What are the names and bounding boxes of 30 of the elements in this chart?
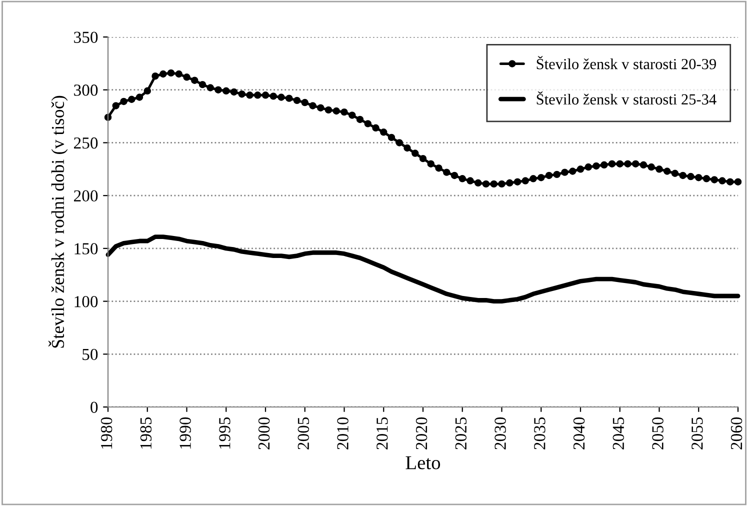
y-tick-label: 300 [74,84,98,96]
x-tick-label: 2020 [416,417,428,450]
line-series [106,234,740,304]
y-tick-label: 100 [74,296,98,308]
x-tick-label: 2025 [455,417,467,450]
x-tick-label: 2060 [730,417,742,450]
x-tick-label: 1985 [140,417,152,449]
legend-label: Število žensk v starosti 25-34 [536,91,716,105]
legend-label: Število žensk v starosti 20-39 [536,56,716,70]
x-tick-label: 2000 [258,417,270,450]
x-tick-label: 2030 [494,417,506,450]
y-tick-label: 350 [74,32,98,43]
x-tick-label: 2050 [652,417,664,450]
x-tick-label: 1980 [100,417,112,449]
x-tick-label: 2015 [376,417,388,450]
y-tick-label: 200 [74,190,98,202]
x-tick-label: 2010 [337,417,348,450]
y-tick-label: 50 [82,348,98,360]
x-tick-label: 2055 [692,417,703,450]
y-tick-label: 0 [90,402,98,413]
y-tick-label: 250 [74,137,98,149]
x-tick-label: 2035 [534,417,546,450]
y-tick-label: 150 [74,243,98,254]
x-tick-label: 1990 [180,417,191,449]
x-tick-label: 2045 [612,417,624,450]
x-axis-title: Leto [406,456,440,470]
x-tick-label: 1995 [219,417,230,449]
x-tick-label: 2005 [298,417,310,450]
x-tick-label: 2040 [573,417,585,450]
y-axis-title: Število žensk v rodni dobi (v tisoč) [48,96,68,348]
